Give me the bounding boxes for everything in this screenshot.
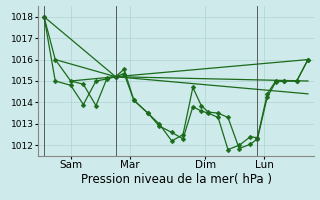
X-axis label: Pression niveau de la mer( hPa ): Pression niveau de la mer( hPa ) — [81, 173, 271, 186]
